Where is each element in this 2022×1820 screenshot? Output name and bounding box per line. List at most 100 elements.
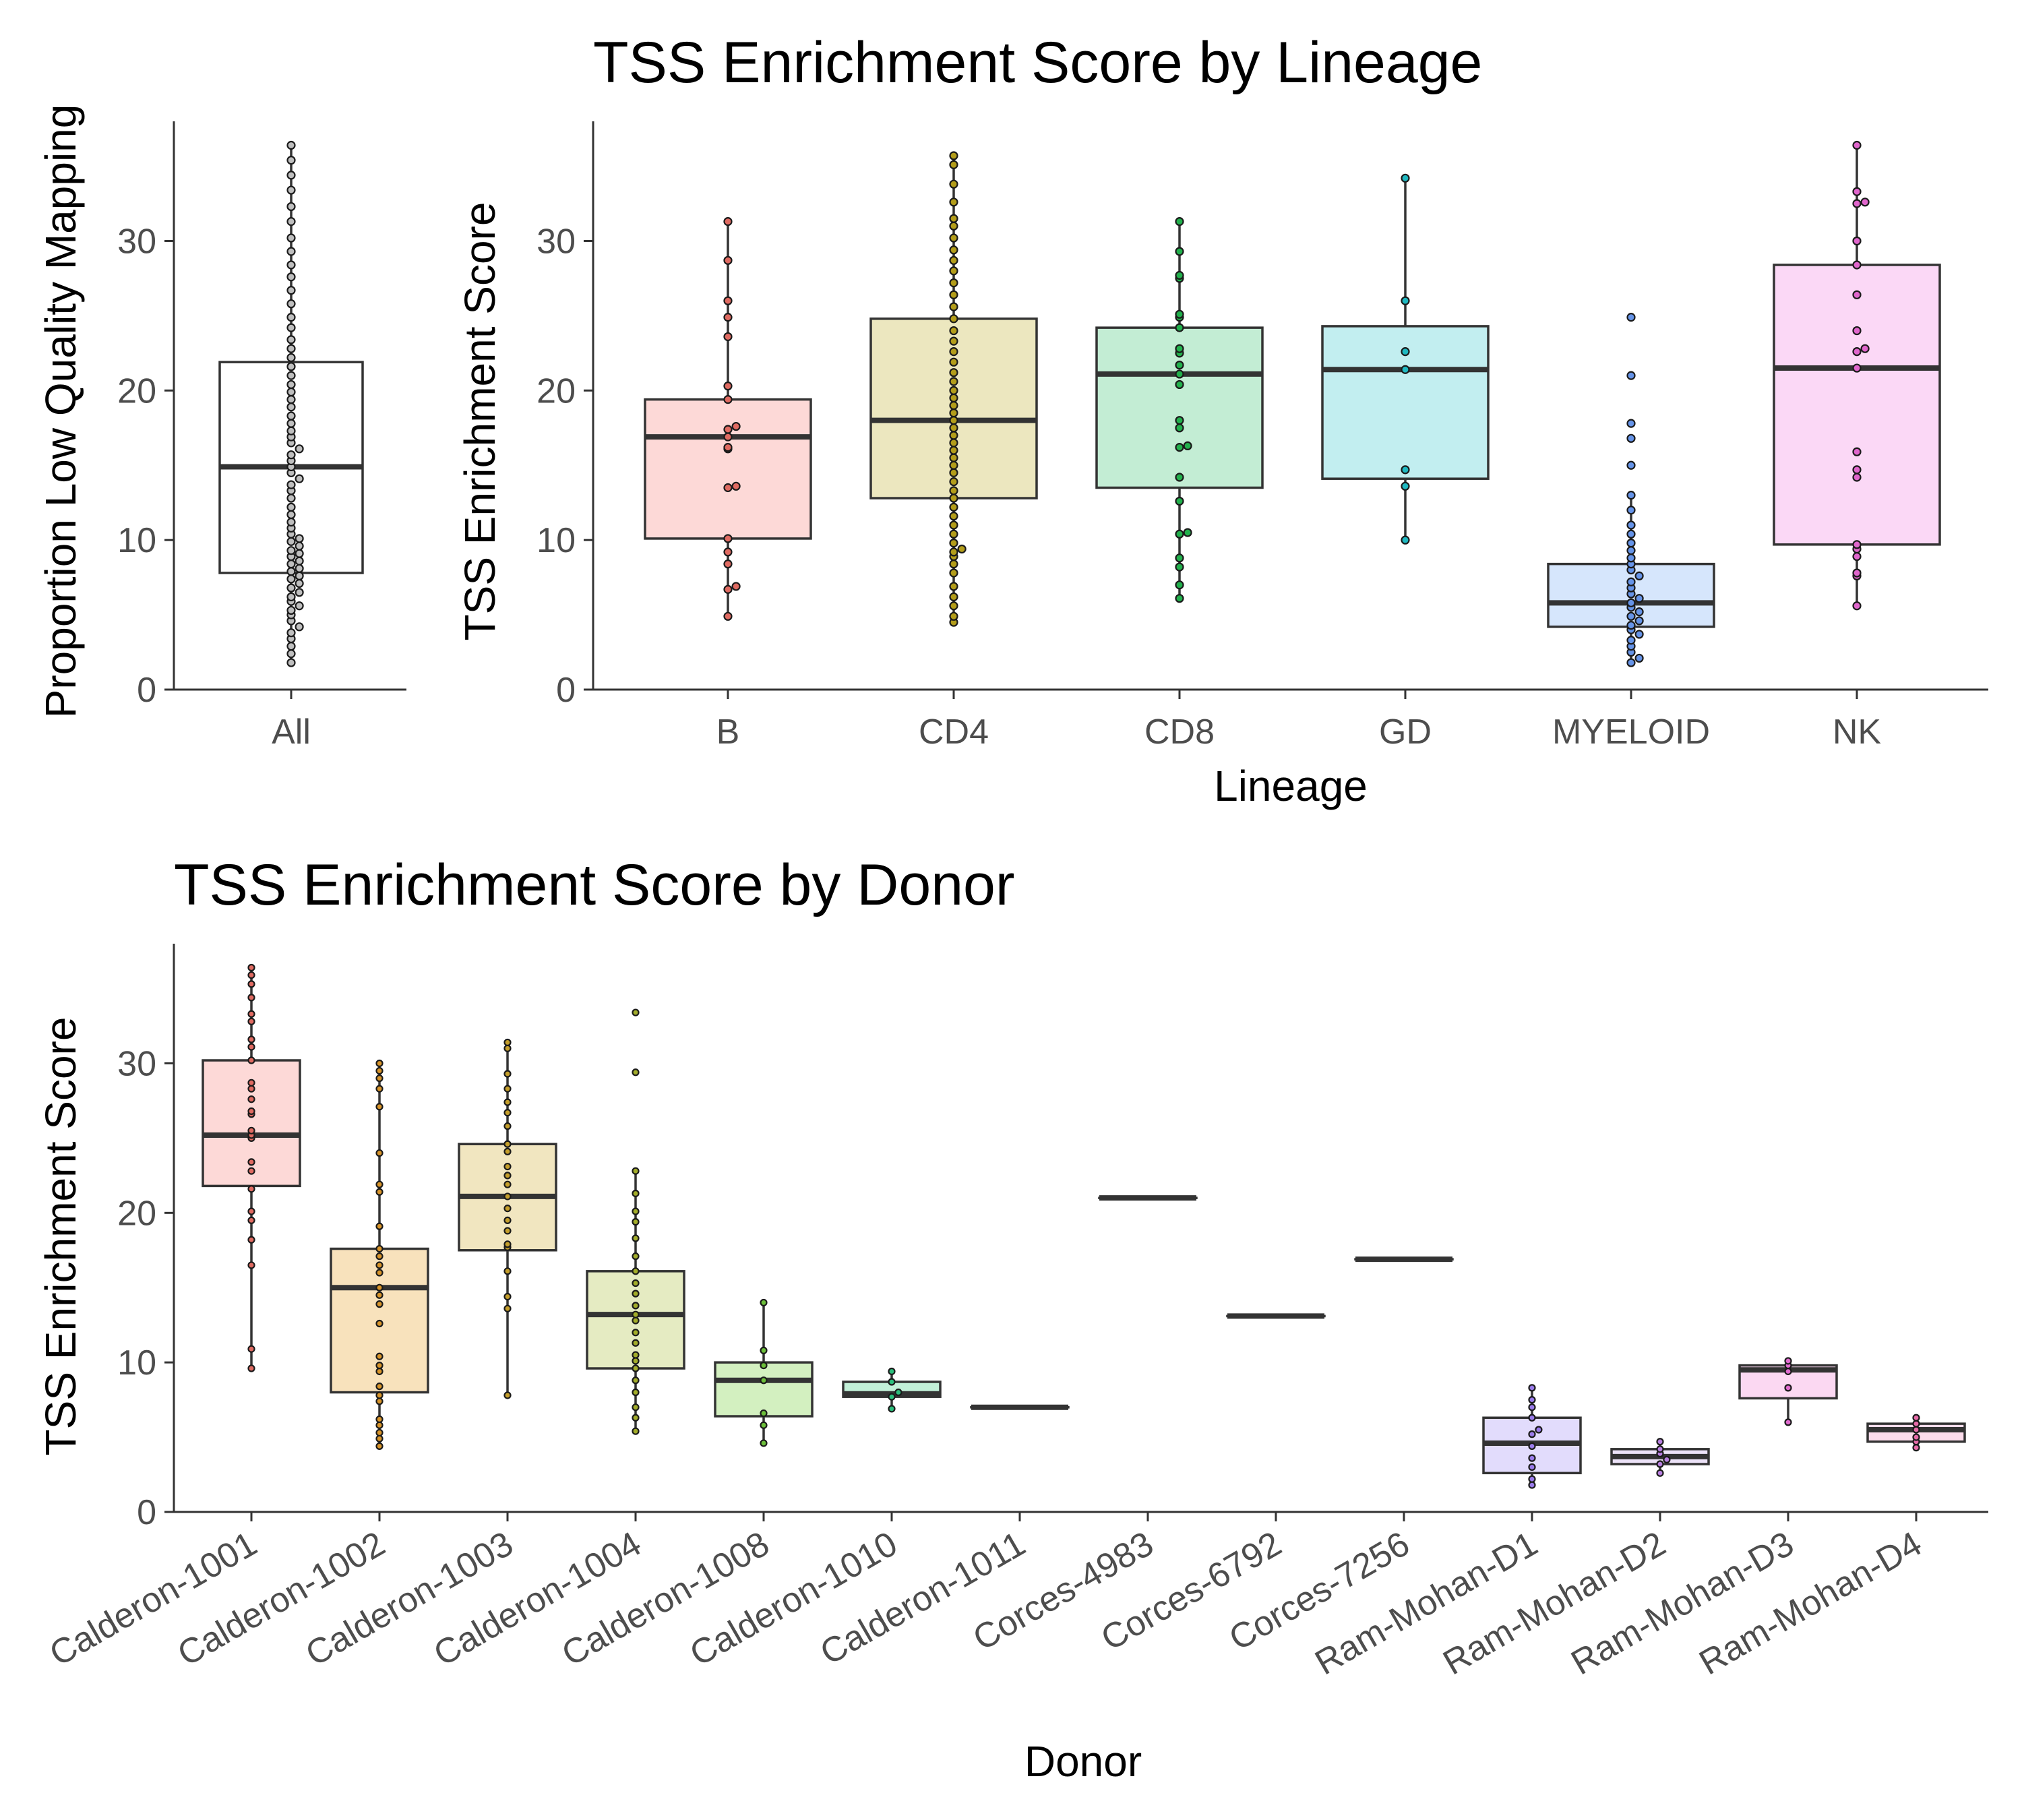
data-point — [1852, 473, 1862, 482]
data-point — [375, 1367, 384, 1376]
data-point — [731, 421, 741, 431]
data-point — [949, 377, 958, 386]
box-rect — [714, 1361, 814, 1418]
data-point — [286, 323, 296, 332]
data-point — [1626, 658, 1636, 667]
data-point — [286, 156, 296, 165]
data-point — [286, 233, 296, 243]
data-point — [1912, 1414, 1920, 1422]
data-point — [949, 431, 958, 440]
data-point — [723, 547, 733, 557]
data-point — [723, 483, 733, 493]
data-point — [1401, 535, 1410, 545]
data-point — [375, 1222, 384, 1230]
data-point — [503, 1109, 512, 1117]
data-point — [723, 382, 733, 391]
data-point — [1626, 546, 1636, 555]
data-point — [375, 1383, 384, 1391]
data-point — [1183, 528, 1192, 537]
data-point — [1175, 344, 1184, 353]
data-point — [1852, 199, 1862, 208]
data-point — [375, 1291, 384, 1299]
data-point — [1528, 1481, 1536, 1489]
data-point — [949, 368, 958, 377]
data-point — [949, 512, 958, 521]
y-tick-label: 10 — [117, 1343, 156, 1383]
data-point — [375, 1421, 384, 1429]
x-tick-label: B — [716, 712, 740, 752]
data-point — [632, 1388, 640, 1397]
data-point — [503, 1216, 512, 1225]
data-point — [1634, 607, 1644, 617]
data-point — [949, 416, 958, 425]
data-point — [1626, 506, 1636, 515]
data-point — [375, 1319, 384, 1328]
data-point — [503, 1292, 512, 1301]
y-tick-label: 20 — [537, 371, 576, 411]
data-point — [1852, 601, 1862, 611]
data-point — [375, 1397, 384, 1405]
data-point — [286, 185, 296, 195]
data-point — [632, 1310, 640, 1318]
panel-donor: TSS Enrichment Score by Donor TSS Enrich… — [36, 853, 1988, 1786]
data-point — [503, 1172, 512, 1180]
data-point — [949, 529, 958, 539]
data-point — [375, 1252, 384, 1261]
data-point — [375, 1391, 384, 1399]
data-point — [1626, 433, 1636, 443]
data-point — [949, 502, 958, 512]
data-point — [375, 1066, 384, 1075]
data-point — [1528, 1396, 1536, 1404]
data-point — [286, 272, 296, 282]
data-point — [1852, 447, 1862, 456]
data-point — [1852, 568, 1862, 578]
data-point — [286, 353, 296, 363]
data-point — [949, 538, 958, 548]
data-point — [286, 628, 296, 638]
lineage-y-axis-title: TSS Enrichment Score — [456, 202, 504, 641]
data-point — [1656, 1469, 1664, 1477]
data-point — [632, 1189, 640, 1198]
x-tick-label: Calderon-1001 — [43, 1524, 264, 1674]
data-point — [247, 1216, 255, 1225]
data-point — [247, 1010, 255, 1018]
data-point — [1175, 217, 1184, 226]
data-point — [1175, 580, 1184, 590]
data-point — [1852, 551, 1862, 562]
data-point — [632, 1279, 640, 1287]
data-point — [503, 1192, 512, 1201]
data-point — [888, 1405, 896, 1413]
data-point — [375, 1283, 384, 1292]
y-tick-label: 20 — [117, 1194, 156, 1233]
data-point — [723, 313, 733, 322]
data-point — [286, 546, 296, 555]
data-point — [1912, 1444, 1920, 1452]
data-point — [1401, 296, 1410, 305]
donor-plot-title: TSS Enrichment Score by Donor — [174, 853, 1015, 917]
x-tick-label: CD4 — [919, 712, 989, 752]
data-point — [286, 510, 296, 520]
data-point — [949, 477, 958, 487]
data-point — [247, 1345, 255, 1353]
y-tick-label: 10 — [117, 521, 156, 560]
data-point — [247, 994, 255, 1002]
data-point — [247, 980, 255, 988]
data-point — [375, 1059, 384, 1068]
data-point — [503, 1205, 512, 1213]
donor-x-axis-title: Donor — [1024, 1737, 1142, 1786]
x-tick-label: Ram-Mohan-D3 — [1565, 1524, 1800, 1682]
data-point — [503, 1140, 512, 1148]
box-ram-mohan-d3 — [1738, 1357, 1838, 1426]
data-point — [1528, 1475, 1536, 1483]
data-point — [949, 592, 958, 602]
data-point — [503, 1070, 512, 1078]
data-point — [1663, 1455, 1671, 1463]
data-point — [949, 493, 958, 503]
data-point — [1634, 630, 1644, 639]
data-point — [723, 425, 733, 434]
data-point — [286, 649, 296, 659]
data-point — [1626, 313, 1636, 322]
data-point — [632, 1357, 640, 1365]
y-tick-label: 0 — [137, 671, 156, 710]
data-point — [1656, 1460, 1664, 1468]
